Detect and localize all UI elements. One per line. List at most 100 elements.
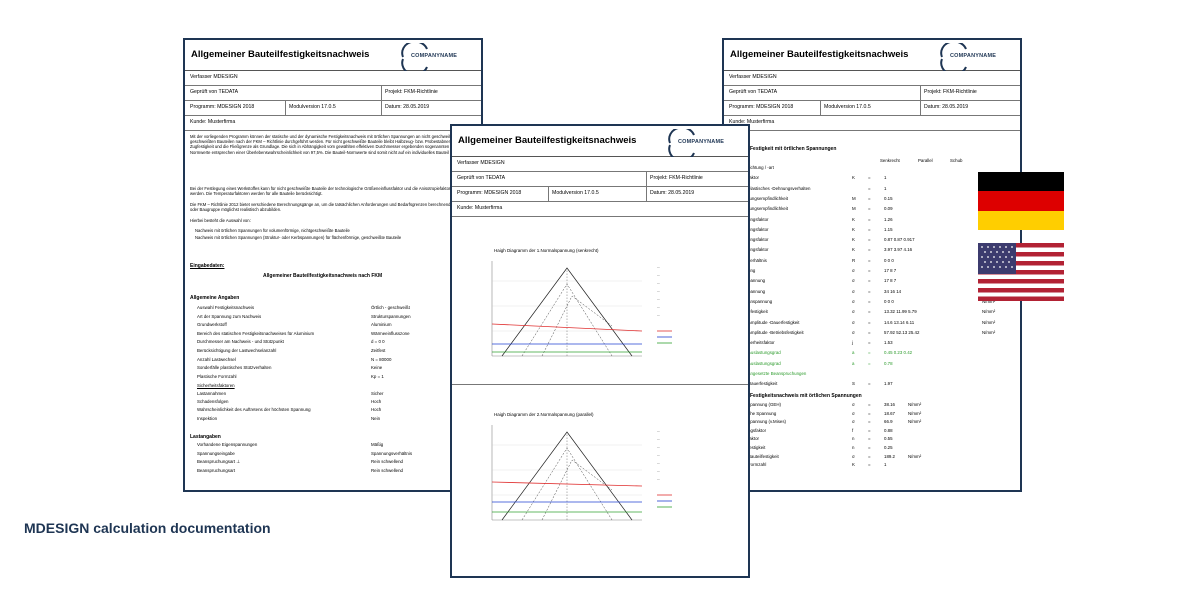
row-label: ngsfaktor: [748, 427, 767, 433]
row-symbol: a: [852, 360, 855, 366]
row-equals: =: [868, 288, 871, 294]
row-unit: N/mm²: [982, 298, 996, 304]
row-value: N = 80000: [371, 356, 392, 362]
row-label: Lastannahmen: [197, 391, 227, 396]
left-document-page: Allgemeiner Bauteilfestigkeitsnachweis C…: [183, 38, 483, 492]
row-symbol: K: [852, 247, 855, 253]
row-symbol: σ: [852, 419, 855, 425]
row-unit: N/mm²: [908, 402, 922, 407]
col-header: Schub: [950, 158, 963, 163]
center-document-page: Allgemeiner Bauteilfestigkeitsnachweis C…: [450, 124, 750, 578]
svg-text:—: —: [657, 265, 660, 269]
row-equals: =: [868, 278, 871, 284]
row-label: Plastische Formzahl: [197, 373, 237, 379]
intro-paragraph-1: Mit der vorliegenden Programm können der…: [190, 134, 472, 155]
row-symbol: K: [852, 226, 855, 232]
row-value: 0.78: [884, 360, 893, 366]
row-equals: =: [868, 195, 871, 201]
row-value: Mäßig: [371, 442, 384, 447]
german-flag-icon[interactable]: [978, 172, 1064, 230]
row-label: Auslastungsgrad: [748, 350, 781, 356]
company-logo: COMPANYNAME: [397, 43, 467, 71]
company-logo: COMPANYNAME: [936, 43, 1006, 71]
row-equals: =: [868, 226, 871, 232]
row-equals: =: [868, 216, 871, 222]
row-unit: N/mm²: [982, 329, 996, 335]
document-title: Allgemeiner Bauteilfestigkeitsnachweis: [191, 49, 370, 60]
row-label: Spannungseingabe: [197, 450, 235, 456]
row-symbol: M: [852, 206, 856, 212]
programm-row: Programm: MDESIGN 2018 Modulversion 17.0.…: [452, 186, 748, 202]
row-value: 0.15: [884, 195, 893, 201]
row-equals: =: [868, 360, 871, 366]
row-symbol: j: [852, 340, 853, 346]
row-unit: N/mm²: [908, 419, 922, 425]
row-unit: N/mm²: [908, 453, 922, 459]
row-value: 0.25: [884, 445, 893, 450]
row-label: Beanspruchungsart ⊥: [197, 459, 241, 465]
verfasser-row: Verfasser MDESIGN: [185, 70, 481, 86]
row-label: Bauteilfestigkeit: [748, 453, 779, 459]
row-symbol: σ: [852, 402, 855, 407]
row-label: Berücksichtigung der Lastwechselanzahl: [197, 348, 277, 353]
row-value: 66.9: [884, 419, 893, 425]
row-symbol: σ: [852, 278, 855, 284]
row-label: ungsfaktor: [748, 247, 769, 253]
row-label: elastisches -Dehnungsverhalten: [748, 185, 811, 191]
row-symbol: M: [852, 195, 856, 201]
row-equals: =: [868, 247, 871, 253]
row-equals: =: [868, 319, 871, 325]
col-header: Parallel: [918, 158, 933, 163]
row-label: Dauerfestigkeit: [748, 381, 778, 387]
row-label: pannung: [748, 278, 766, 284]
row-value: 1.26: [884, 216, 893, 222]
row-value: Aluminium: [371, 322, 392, 328]
row-value: 34 16 14: [884, 288, 902, 294]
row-label: Schadensfolgen: [197, 399, 229, 405]
row-label: rungsempfindlichkeit: [748, 206, 789, 212]
row-value: Nein: [371, 415, 381, 421]
svg-text:—: —: [657, 445, 660, 449]
row-label: Wahrscheinlichkeit des Auftretens der hö…: [197, 407, 311, 413]
row-value: 1.15: [884, 226, 893, 232]
divider: [452, 384, 748, 385]
row-equals: =: [868, 381, 871, 387]
row-label: ungsfaktor: [748, 237, 769, 243]
row-equals: =: [868, 298, 871, 304]
row-value: 0.45 0.23 0.42: [884, 350, 913, 356]
page-header: Allgemeiner Bauteilfestigkeitsnachweis C…: [724, 40, 1020, 71]
row-equals: =: [868, 462, 871, 468]
bullet-item: Nachweis mit örtlichen Spannungen für vo…: [195, 228, 350, 233]
row-value: 14.6 13.14 6.11: [884, 319, 915, 325]
row-value: Keine: [371, 365, 383, 371]
svg-text:—: —: [657, 477, 660, 481]
row-symbol: σ: [852, 410, 855, 416]
row-label: ung: [748, 268, 756, 273]
row-value: 13.32 11.99 5.79: [884, 309, 917, 315]
row-value: Zeitfest: [371, 348, 386, 353]
row-label: Grundwerkstoff: [197, 322, 227, 328]
row-value: 0.09: [884, 206, 893, 212]
row-equals: =: [868, 268, 871, 273]
document-title: Allgemeiner Bauteilfestigkeitsnachweis: [458, 135, 637, 146]
row-label: Durchmesser am Nachweis - und Stützpunkt: [197, 339, 284, 345]
us-flag-icon[interactable]: [978, 243, 1064, 301]
svg-text:—: —: [657, 305, 660, 309]
row-symbol: a: [852, 350, 855, 356]
svg-text:—: —: [657, 289, 660, 293]
row-value: 57.92 52.13 25.42: [884, 329, 920, 335]
row-label: Vorhandene Eigenspannungen: [197, 442, 258, 447]
diagram-1-title: Haigh Diagramm der 1.Normalspannung (sen…: [494, 248, 599, 253]
row-equals: =: [868, 206, 871, 212]
right-document-page: Allgemeiner Bauteilfestigkeitsnachweis C…: [722, 38, 1022, 492]
row-equals: =: [868, 419, 871, 425]
geprueft-row: Geprüft von TEDATA Projekt: FKM-Richtlini…: [185, 85, 481, 101]
programm-row: Programm: MDESIGN 2018 Modulversion 17.0.…: [724, 100, 1020, 116]
svg-text:—: —: [657, 313, 660, 317]
svg-text:—: —: [657, 281, 660, 285]
row-value: 1: [884, 175, 887, 181]
row-symbol: S: [852, 381, 855, 387]
kunde-row: Kunde: Musterfirma: [724, 115, 1020, 131]
haigh-diagram-2: — — — — — — —: [491, 425, 672, 521]
sicherheit-heading: Sicherheitsfaktoren: [197, 383, 235, 388]
